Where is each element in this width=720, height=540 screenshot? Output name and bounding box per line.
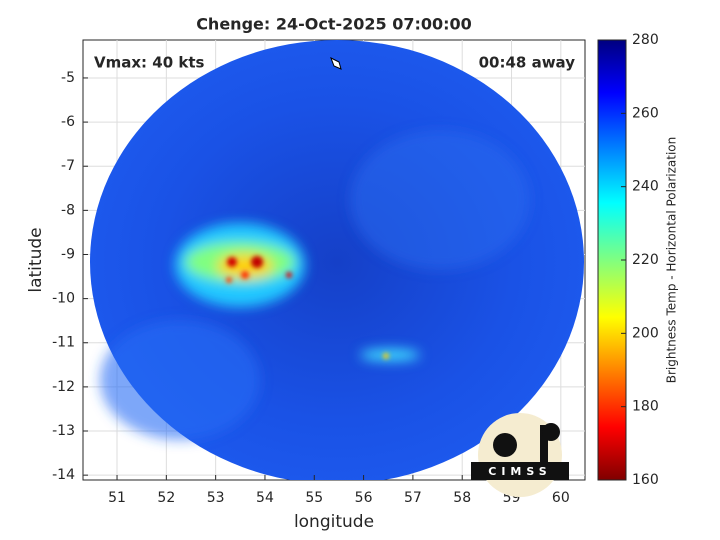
- y-tick-label: -14: [52, 467, 75, 483]
- cores: [226, 256, 389, 359]
- x-axis-label: longitude: [294, 512, 374, 532]
- logo: CIMSS: [471, 413, 569, 497]
- y-tick-label: -7: [61, 158, 75, 174]
- chart-title: Chenge: 24-Oct-2025 07:00:00: [196, 15, 472, 34]
- y-tick-label: -6: [61, 114, 75, 130]
- x-tick-label: 58: [453, 490, 471, 506]
- x-tick-label: 52: [157, 490, 175, 506]
- y-tick-label: -5: [61, 70, 75, 86]
- y-tick-label: -8: [61, 202, 75, 218]
- x-tick-label: 60: [552, 490, 570, 506]
- storm-marker: [330, 56, 342, 70]
- y-tick-label: -11: [52, 335, 75, 351]
- y-tick-label: -9: [61, 246, 75, 262]
- x-tick-label: 56: [355, 490, 373, 506]
- logo-text: CIMSS: [488, 465, 551, 478]
- colorbar-tick-label: 180: [632, 399, 659, 415]
- imagery: [90, 40, 584, 480]
- features: [100, 130, 530, 440]
- colorbar-tick-label: 220: [632, 252, 659, 268]
- axes: 51 52 53 54 55 56 57 58 59 60-5-6-7-8-9-10-11-12-…: [52, 70, 570, 506]
- y-tick-label: -13: [52, 423, 75, 439]
- colorbar-tick-label: 240: [632, 179, 659, 195]
- colorbar-label: Brightness Temp - Horizontal Polarizatio…: [665, 137, 679, 384]
- x-tick-label: 54: [256, 490, 274, 506]
- y-axis-label: latitude: [26, 227, 46, 292]
- colorbar-tick-label: 260: [632, 105, 659, 121]
- annotation: 00:48 away: [479, 54, 576, 72]
- x-tick-label: 57: [404, 490, 422, 506]
- x-tick-label: 53: [207, 490, 225, 506]
- colorbar-ticks: 160 180 200 220 240 260 280: [621, 32, 659, 488]
- colorbar-tick-label: 280: [632, 32, 659, 48]
- annotation: Vmax: 40 kts: [94, 54, 204, 72]
- y-tick-label: -10: [52, 291, 75, 307]
- x-tick-label: 51: [108, 490, 126, 506]
- colorbar-tick-label: 200: [632, 325, 659, 341]
- colorbar-tick-label: 160: [632, 472, 659, 488]
- x-tick-label: 55: [305, 490, 323, 506]
- y-tick-label: -12: [52, 379, 75, 395]
